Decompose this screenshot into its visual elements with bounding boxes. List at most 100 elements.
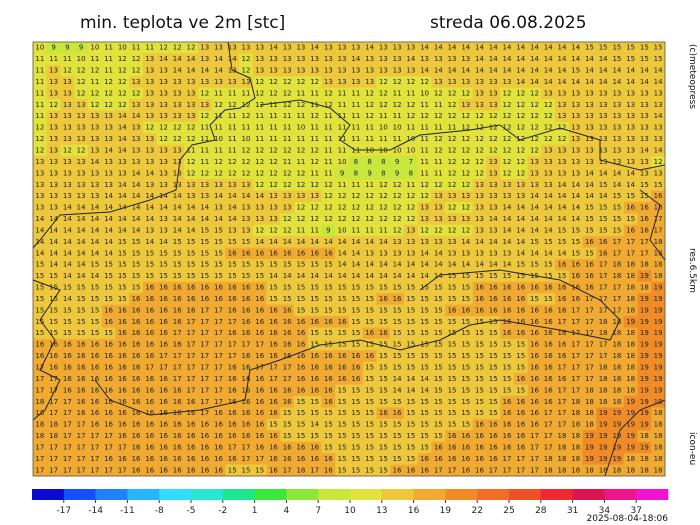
cell-value: 14: [63, 215, 72, 223]
cell-value: 13: [187, 89, 196, 97]
cell: [101, 327, 116, 340]
cell-value: 14: [434, 44, 443, 52]
cell-value: 13: [63, 158, 72, 166]
colorbar-tick-label: -2: [218, 506, 227, 516]
cell-value: 14: [118, 192, 127, 200]
cell-value: 18: [599, 398, 608, 406]
cell-value: 14: [269, 272, 278, 280]
cell: [74, 338, 89, 351]
cell-value: 14: [393, 272, 402, 280]
cell-value: 14: [104, 238, 113, 246]
cell: [500, 121, 515, 134]
cell-value: 15: [269, 284, 278, 292]
cell: [184, 110, 199, 123]
cell: [115, 384, 130, 397]
cell-value: 12: [406, 192, 415, 200]
cell: [527, 144, 542, 157]
cell: [335, 293, 350, 305]
cell: [582, 293, 597, 305]
cell-value: 13: [585, 112, 594, 120]
cell: [307, 293, 322, 305]
cell: [500, 53, 515, 66]
cell: [252, 327, 267, 340]
cell-value: 15: [612, 215, 621, 223]
cell: [129, 87, 144, 100]
cell: [197, 190, 212, 203]
cell-value: 19: [640, 295, 649, 303]
cell-value: 12: [448, 147, 457, 155]
cell-value: 14: [104, 249, 113, 257]
cell-value: 11: [200, 135, 209, 143]
cell-value: 14: [338, 272, 347, 280]
cell-value: 10: [296, 124, 305, 132]
cell: [156, 110, 171, 123]
cell-value: 15: [448, 318, 457, 326]
cell-value: 15: [255, 466, 264, 474]
cell: [500, 64, 515, 77]
cell: [115, 64, 130, 77]
cell: [239, 316, 254, 328]
cell-value: 15: [310, 306, 319, 314]
cell-value: 15: [90, 295, 99, 303]
cell: [596, 281, 611, 294]
cell: [211, 156, 226, 168]
cell-value: 13: [241, 215, 250, 223]
cell-value: 13: [351, 67, 360, 75]
cell-value: 19: [612, 443, 621, 451]
cell: [225, 224, 240, 237]
cell: [321, 121, 336, 134]
colorbar-band: [318, 489, 351, 500]
cell: [403, 213, 418, 226]
cell: [46, 53, 61, 66]
cell-value: 16: [296, 318, 305, 326]
cell-value: 15: [406, 364, 415, 372]
cell-value: 17: [77, 455, 86, 463]
cell: [472, 167, 487, 180]
cell-value: 16: [77, 352, 86, 360]
cell-value: 14: [420, 272, 429, 280]
cell: [280, 316, 295, 328]
cell: [60, 42, 75, 54]
cell: [239, 281, 254, 294]
cell: [527, 453, 542, 465]
cell: [74, 121, 89, 134]
cell-value: 15: [228, 238, 237, 246]
cell-value: 15: [489, 409, 498, 417]
cell-value: 18: [35, 432, 44, 440]
cell-value: 12: [187, 44, 196, 52]
cell-value: 12: [516, 124, 525, 132]
cell: [170, 453, 185, 465]
cell-value: 12: [159, 44, 168, 52]
cell: [472, 441, 487, 454]
cell-value: 13: [145, 226, 154, 234]
cell: [555, 179, 570, 191]
cell: [211, 133, 226, 146]
cell-value: 13: [145, 158, 154, 166]
cell: [239, 179, 254, 191]
cell: [582, 259, 597, 271]
cell-value: 15: [461, 318, 470, 326]
cell-value: 11: [35, 78, 44, 86]
cell-value: 9: [65, 44, 69, 52]
cell-value: 16: [187, 398, 196, 406]
cell: [225, 464, 240, 477]
cell-value: 15: [351, 386, 360, 394]
cell: [349, 167, 364, 180]
cell-value: 12: [530, 135, 539, 143]
cell-value: 13: [90, 112, 99, 120]
cell-value: 13: [434, 204, 443, 212]
contour: [32, 41, 256, 249]
cell-value: 15: [118, 261, 127, 269]
cell: [142, 361, 157, 374]
cell: [321, 430, 336, 443]
cell: [403, 42, 418, 54]
cell-value: 14: [132, 169, 141, 177]
cell-value: 12: [434, 226, 443, 234]
cell-value: 13: [187, 181, 196, 189]
cell-value: 13: [365, 55, 374, 63]
cell: [458, 121, 473, 134]
cell-value: 15: [654, 44, 663, 52]
cell: [417, 407, 432, 420]
cell-value: 13: [283, 204, 292, 212]
cell: [445, 110, 460, 123]
